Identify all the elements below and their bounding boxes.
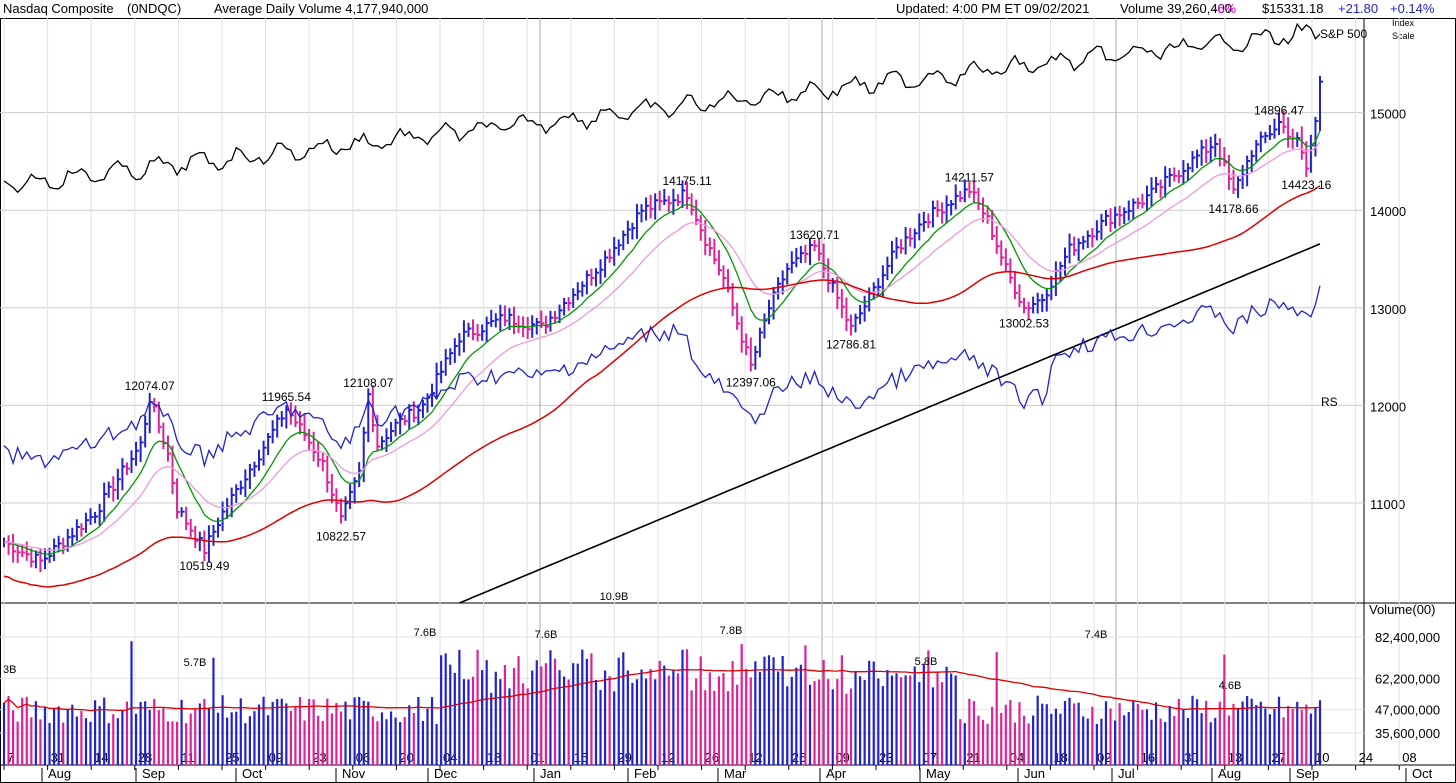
date-tick-label: 10 (1315, 750, 1329, 765)
date-tick-label: 26 (792, 750, 806, 765)
rs-line (3, 285, 1321, 469)
last-price: $15331.18 (1262, 1, 1324, 16)
price-annotation: 12786.81 (826, 338, 876, 352)
month-label: Mar (724, 766, 747, 781)
price-axis-label: 13000 (1370, 302, 1406, 317)
price-annotation: 14178.66 (1208, 202, 1258, 216)
updated-time: Updated: 4:00 PM ET 09/02/2021 (896, 1, 1090, 16)
date-tick-label: 26 (705, 750, 719, 765)
date-tick-label: 08 (1402, 750, 1416, 765)
price-axis-label: 15000 (1370, 107, 1406, 122)
price-annotation: 14896.47 (1254, 104, 1304, 118)
average-volume: Average Daily Volume 4,177,940,000 (214, 1, 429, 16)
price-annotation: 13620.71 (790, 228, 840, 242)
month-label: Dec (434, 766, 458, 781)
volume-average-line (3, 668, 1321, 712)
volume-annotation: 7.6B (414, 627, 437, 639)
chart-header: Nasdaq Composite (0NDQC) Average Daily V… (0, 0, 1456, 18)
price-annotation: 12074.07 (125, 379, 175, 393)
sma50-line (3, 185, 1321, 588)
date-tick-label: 14 (94, 750, 108, 765)
index-name: Nasdaq Composite (3, 1, 114, 16)
month-label: Feb (634, 766, 656, 781)
index-scale-line2: Scale (1392, 31, 1415, 41)
volume-axis-label: 35,600,000 (1375, 726, 1440, 741)
date-tick-label: 7 (7, 750, 14, 765)
price-annotation: 14423.16 (1281, 178, 1331, 192)
month-label: Oct (1412, 766, 1433, 781)
ema21-line (3, 141, 1321, 551)
rs-label: RS (1321, 395, 1338, 409)
index-scale-note: Index Scale (1392, 17, 1415, 43)
volume-annotation: 4.6B (1219, 680, 1242, 692)
price-axis-label: 12000 (1370, 399, 1406, 414)
month-label: Jul (1118, 766, 1135, 781)
price-annotation: 10822.57 (316, 529, 366, 543)
volume-readout: Volume 39,260,400 (1120, 1, 1233, 16)
date-tick-label: 24 (1359, 750, 1373, 765)
sp500-label: S&P 500 (1320, 27, 1367, 41)
volume-change: -6% (1213, 1, 1237, 16)
sma200-line (459, 243, 1321, 604)
price-axis-label: 14000 (1370, 204, 1406, 219)
price-change: +21.80 (1338, 1, 1379, 16)
month-label: Sep (1296, 766, 1319, 781)
date-tick-label: 11 (181, 750, 195, 765)
ema10-line (3, 130, 1321, 556)
date-tick-label: 20 (399, 750, 413, 765)
date-tick-label: 02 (1097, 750, 1111, 765)
volume-annotation: 5.8B (915, 656, 938, 668)
price-annotation: 12397.06 (726, 376, 776, 390)
price-annotation: 14175.11 (662, 174, 711, 188)
price-annotation: 12108.07 (343, 376, 393, 390)
month-label: Apr (826, 766, 847, 781)
month-label: Aug (48, 766, 71, 781)
volume-annotation: 7.8B (720, 625, 743, 637)
volume-axis-label: 82,400,000 (1375, 630, 1440, 645)
volume-annotation: 7.4B (1085, 629, 1108, 641)
volume-axis-label: 62,200,000 (1375, 671, 1440, 686)
volume-annotation: 5.7B (184, 657, 207, 669)
month-label: Oct (242, 766, 263, 781)
month-label: Jun (1024, 766, 1045, 781)
date-tick-label: 04 (1010, 750, 1024, 765)
price-annotation: 10519.49 (179, 559, 229, 573)
price-annotation: 11965.54 (262, 390, 311, 404)
price-axis-label: 11000 (1370, 497, 1405, 512)
month-label: Sep (142, 766, 165, 781)
volume-annotation: 10.9B (600, 591, 629, 603)
price-annotation: 13002.53 (999, 317, 1049, 331)
index-symbol: (0NDQC) (127, 1, 182, 16)
month-label: May (926, 766, 951, 781)
volume-axis-label: 47,000,000 (1375, 703, 1440, 718)
month-label: Aug (1218, 766, 1241, 781)
month-label: Nov (342, 766, 366, 781)
volume-annotation: 3B (3, 664, 16, 676)
date-tick-label: 18 (487, 750, 501, 765)
sp500-line (3, 22, 1321, 194)
price-change-percent: +0.14% (1390, 1, 1435, 16)
price-annotation: 14211.57 (945, 171, 994, 185)
volume-annotation: 7.6B (535, 629, 558, 641)
month-label: Jan (540, 766, 561, 781)
chart-frame (0, 18, 1456, 783)
index-scale-line1: Index (1392, 18, 1415, 28)
volume-axis-title: Volume(00) (1369, 602, 1435, 617)
